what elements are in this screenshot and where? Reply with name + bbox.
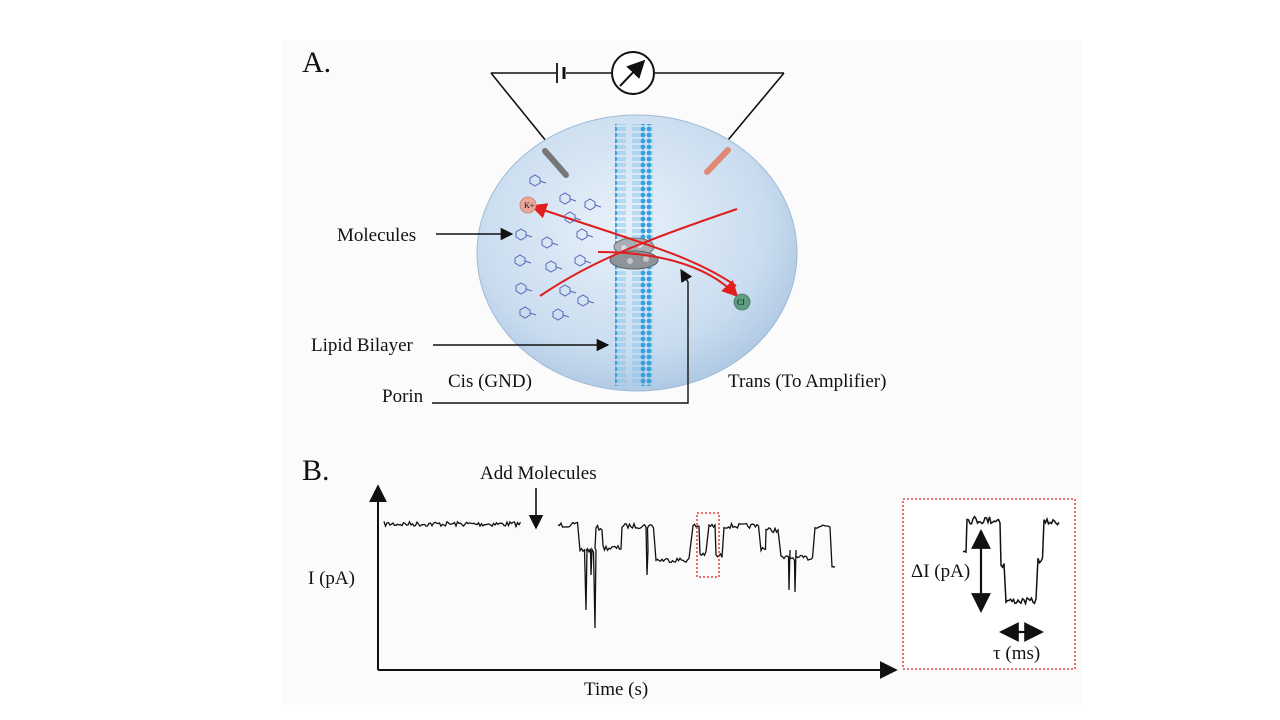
molecule-icon [576,228,594,241]
molecule-icon [584,198,602,211]
circuit-wire-cis [490,72,556,153]
trans-electrode [704,147,731,175]
molecule-icon [559,192,577,205]
porin-label: Porin [382,386,424,407]
cl-flow-arrow [597,251,739,298]
cis-label: Cis (GND) [448,371,532,392]
current-trace-baseline [383,520,522,529]
inset-box [902,498,1076,670]
cis-electrode [542,148,569,178]
y-axis-label: I (pA) [308,568,355,589]
circuit-wire-trans [717,72,785,153]
molecule-icon [577,294,595,307]
molecule-icon [541,236,559,249]
current-trace-events [557,521,836,629]
molecule-icon [564,211,582,224]
lipid-bilayer-label: Lipid Bilayer [311,335,414,356]
panel-a-letter: A. [302,46,331,79]
molecule-icon [514,254,532,267]
trans-label: Trans (To Amplifier) [728,371,886,392]
molecule-icon [529,174,547,187]
circuit [490,72,785,153]
k-ion: K+ [519,196,537,214]
cl-ion-label: Cl [737,298,745,307]
molecule-icon [574,254,592,267]
delta-current-label: ΔI (pA) [911,561,970,582]
x-axis-label: Time (s) [584,679,648,700]
dwell-time-label: τ (ms) [993,643,1040,664]
event-highlight-box [696,512,720,578]
panel-b-letter: B. [302,454,330,487]
cl-ion: Cl [733,293,751,311]
molecule-icon [552,308,570,321]
molecule-icons [514,174,602,321]
molecule-icon [519,306,537,319]
battery-icon [556,63,566,83]
ammeter-icon [611,51,655,95]
k-ion-label: K+ [524,201,535,210]
add-molecules-label: Add Molecules [480,463,597,484]
molecule-icon [515,228,533,241]
molecule-icon [545,260,563,273]
molecule-icon [559,284,577,297]
molecule-icon [515,282,533,295]
inset-trace [962,515,1060,606]
molecules-label: Molecules [337,225,416,246]
porin-callout [432,268,693,404]
k-flow-arrow [530,203,737,287]
